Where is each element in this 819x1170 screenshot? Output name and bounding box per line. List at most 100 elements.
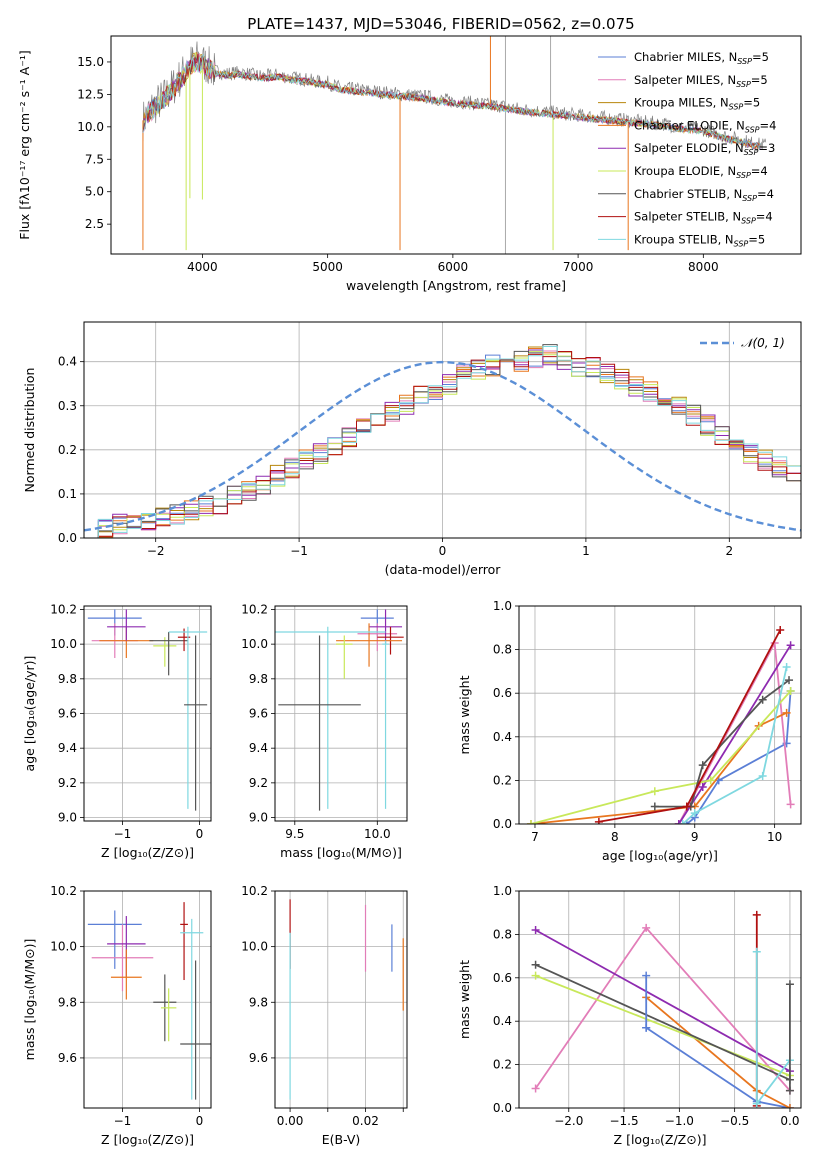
plus-marker — [786, 641, 795, 650]
y-tick-label: 1.0 — [493, 884, 512, 898]
legend-label-text: Chabrier MILES, N — [634, 50, 737, 64]
y-tick-label: 0.2 — [493, 773, 512, 787]
axes-frame — [110, 35, 802, 255]
x-axis-label: Z [log₁₀(Z/Z⊙)] — [101, 1132, 194, 1147]
plus-marker — [531, 926, 540, 935]
legend-label-text: Kroupa MILES, N — [634, 96, 729, 110]
x-tick-label: 9 — [691, 830, 699, 844]
age-vs-Z-plot-area — [87, 609, 208, 811]
legend-label-text: Salpeter MILES, N — [634, 73, 736, 87]
mass-vs-Z-plot-area — [87, 902, 211, 1100]
y-tick-label: 9.4 — [249, 741, 268, 755]
legend-label: 𝒩(0, 1) — [741, 336, 785, 350]
plus-marker — [531, 1084, 540, 1093]
legend-label: Kroupa ELODIE, NSSP=4 — [634, 164, 768, 180]
y-tick-label: 2.5 — [85, 217, 104, 231]
plus-marker — [752, 947, 761, 956]
plus-marker — [785, 980, 794, 989]
legend-label: Salpeter ELODIE, NSSP=3 — [634, 141, 775, 157]
plus-marker — [782, 708, 791, 717]
plus-marker — [698, 761, 707, 770]
plus-marker — [690, 809, 699, 818]
axes-frame — [518, 605, 802, 825]
legend-label: Salpeter STELIB, NSSP=4 — [634, 210, 773, 226]
plus-marker — [706, 776, 715, 785]
x-tick-label: 4000 — [187, 260, 218, 274]
mass-weight-vs-Z-plot-area — [531, 910, 794, 1108]
y-tick-label: 0.0 — [493, 817, 512, 831]
y-axis-label: Normed distribution — [22, 368, 37, 493]
legend-label-count: =5 — [743, 96, 760, 110]
y-tick-label: 0.6 — [493, 971, 512, 985]
x-tick-label: 9.5 — [285, 827, 304, 841]
plus-marker — [785, 1086, 794, 1095]
mass-weight-line — [530, 690, 792, 824]
residual-histogram — [84, 351, 801, 538]
legend-label-text: Kroupa STELIB, N — [634, 232, 734, 246]
residuals-panel: −2 −1 0 1 2 0.0 0.1 0.2 0.3 0.4 (data-model)/error… — [22, 321, 802, 577]
plus-marker — [650, 787, 659, 796]
mass-weight-vs-Z-panel: −2.0 −1.5 −1.0 −0.5 0.0 0.0 0.2 0.4 0.6 0.8 1.0 Z [… — [457, 884, 802, 1147]
x-tick-label: −2.0 — [554, 1114, 583, 1128]
x-tick-label: 2 — [725, 544, 733, 558]
x-tick-label: 7 — [531, 830, 539, 844]
y-tick-label: 0.3 — [58, 399, 77, 413]
plus-marker — [698, 782, 707, 791]
mass-weight-line — [535, 963, 791, 1081]
x-tick-label: 0.0 — [780, 1114, 799, 1128]
x-tick-label: 10.0 — [364, 827, 391, 841]
legend-label: Kroupa STELIB, NSSP=5 — [634, 232, 765, 248]
legend-label: Chabrier STELIB, NSSP=4 — [634, 187, 774, 203]
x-axis-label: (data-model)/error — [385, 562, 502, 577]
age-vs-mass-panel: 9.5 10.0 9.0 9.2 9.4 9.6 9.8 10.0 10.2 mass [log₁… — [241, 602, 408, 860]
x-tick-label: 7000 — [563, 260, 594, 274]
plus-marker — [642, 1023, 651, 1032]
plus-marker — [531, 971, 540, 980]
plus-marker — [594, 817, 603, 824]
plus-marker — [758, 772, 767, 781]
x-tick-label: −1 — [114, 1114, 132, 1128]
x-axis-label: Z [log₁₀(Z/Z⊙)] — [614, 1132, 707, 1147]
x-tick-label: 0 — [439, 544, 447, 558]
x-tick-label: 0 — [196, 827, 204, 841]
y-tick-label: 0.8 — [493, 643, 512, 657]
legend-label-count: =4 — [751, 164, 768, 178]
legend-label-count: =5 — [752, 50, 769, 64]
y-tick-label: 9.8 — [58, 672, 77, 686]
y-tick-label: 10.2 — [50, 884, 77, 898]
mass-weight-vs-age-panel: 7 8 9 10 0.0 0.2 0.4 0.6 0.8 1.0 age [log₁₀(age/yr… — [457, 599, 802, 863]
residuals-plot-area — [84, 344, 801, 538]
legend-label: Kroupa MILES, NSSP=5 — [634, 96, 760, 112]
y-axis-label: Flux [fλ10⁻¹⁷ erg cm⁻² s⁻¹ A⁻¹] — [17, 50, 32, 239]
y-tick-label: 9.0 — [58, 811, 77, 825]
y-tick-label: 9.0 — [249, 811, 268, 825]
y-tick-label: 9.8 — [58, 995, 77, 1009]
plus-marker — [650, 802, 659, 811]
age-vs-Z-panel: −1 0 9.0 9.2 9.4 9.6 9.8 10.0 10.2 Z [log₁₀(Z/Z⊙)… — [22, 602, 212, 860]
x-tick-label: −1.5 — [609, 1114, 638, 1128]
mass-weight-line — [535, 974, 791, 1077]
legend-label-text: Salpeter ELODIE, N — [634, 141, 744, 155]
legend-label-count: =4 — [756, 210, 773, 224]
x-axis-label: wavelength [Angstrom, rest frame] — [346, 278, 566, 293]
mass-weight-line — [682, 666, 788, 824]
figure-title: PLATE=1437, MJD=53046, FIBERID=0562, z=0… — [247, 15, 634, 33]
plus-marker — [752, 910, 761, 919]
legend-label-count: =5 — [748, 232, 765, 246]
legend-label-subscript: SSP — [737, 57, 752, 66]
legend-label-count: =4 — [757, 187, 774, 201]
y-tick-label: 10.0 — [241, 940, 268, 954]
y-tick-label: 10.2 — [241, 602, 268, 616]
age-vs-mass-plot-area — [275, 609, 404, 811]
y-tick-label: 10.0 — [50, 637, 77, 651]
y-tick-label: 0.2 — [493, 1058, 512, 1072]
y-tick-label: 0.0 — [58, 531, 77, 545]
y-tick-label: 9.6 — [58, 1051, 77, 1065]
plus-marker — [642, 971, 651, 980]
plus-marker — [678, 820, 687, 824]
x-tick-label: −1.0 — [665, 1114, 694, 1128]
x-tick-label: 8000 — [688, 260, 719, 274]
y-tick-label: 9.6 — [249, 1051, 268, 1065]
y-tick-label: 9.6 — [249, 707, 268, 721]
